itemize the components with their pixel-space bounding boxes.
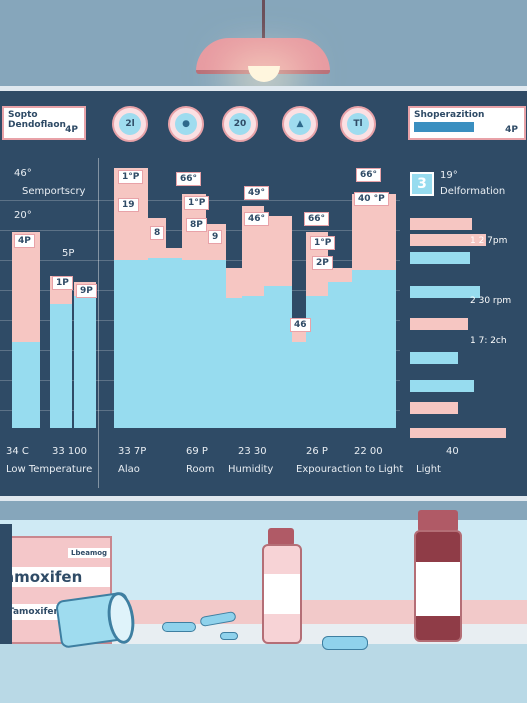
bar [292, 324, 306, 428]
deformation-sub: Delformation [440, 186, 506, 197]
category-label: Light [416, 464, 441, 475]
bar-tag: 2P [312, 256, 333, 270]
time-label: 1 7: 2ch [470, 336, 507, 346]
bar-tag: 66° [304, 212, 330, 226]
hbar [410, 252, 470, 264]
hbar [410, 218, 472, 230]
hbar [410, 428, 506, 438]
box-tag: Lbeamog [68, 548, 111, 558]
badge-text: 2l [119, 113, 141, 135]
bar-tag: 8 [150, 226, 165, 240]
bar-tag: 8P [186, 218, 207, 232]
left-axis-label: 20° [14, 210, 32, 221]
bar-tag: 1°P [184, 196, 210, 210]
bar-tag: 66° [176, 172, 202, 186]
top-left-label: Sopto Dendoflaon 4P [2, 106, 86, 140]
bar [226, 268, 242, 428]
hbar [410, 380, 474, 392]
axis-value: 69 P [186, 446, 208, 457]
bar-tag: 9P [76, 284, 97, 298]
badge-thermometer-icon: 2l [112, 106, 148, 142]
bar [352, 194, 396, 428]
bar [166, 248, 182, 428]
pill-icon [162, 622, 196, 632]
hbar [410, 234, 486, 246]
bar-tag: 40 °P [354, 192, 389, 206]
badge-droplet-icon: ● [168, 106, 204, 142]
left-axis-label: 5P [62, 248, 75, 259]
bottle-cap-icon [418, 510, 458, 532]
bar-tag: 1°P [310, 236, 336, 250]
hbar [410, 352, 458, 364]
floor [0, 644, 527, 703]
category-label: Alao [118, 464, 140, 475]
box-label: amoxifen [2, 567, 110, 587]
lamp-bulb-icon [248, 66, 280, 82]
left-title: Semportscry [22, 186, 86, 197]
left-axis-label: 46° [14, 168, 32, 179]
axis-value: 22 00 [354, 446, 383, 457]
bar-tag: 1°P [118, 170, 144, 184]
top-right-label-text: Shoperazition [414, 110, 485, 120]
hbar [410, 402, 458, 414]
bottle-label [264, 574, 300, 614]
bar-tag: 46° [244, 212, 270, 226]
axis-value: 34 C [6, 446, 29, 457]
badge-flame-icon: ▲ [282, 106, 318, 142]
bar [74, 282, 96, 428]
time-label: 2 30 rpm [470, 296, 512, 306]
axis-value: 40 [446, 446, 459, 457]
bar [264, 216, 292, 428]
bar [12, 232, 40, 428]
bar-tag: 9 [208, 230, 223, 244]
bottle-label [416, 562, 460, 616]
axis-value: 23 30 [238, 446, 267, 457]
droplet-icon: ● [175, 113, 197, 135]
bar-tag: 4P [14, 234, 35, 248]
bar [242, 206, 264, 428]
badge-gauge-icon: 20 [222, 106, 258, 142]
pill-icon [322, 636, 368, 650]
axis-value: 33 7P [118, 446, 147, 457]
category-label: Expouraction to Light [296, 464, 404, 475]
bottle-edge-icon [0, 524, 12, 644]
deformation-number: 3 [410, 172, 434, 196]
time-label: 1 2 7pm [470, 236, 508, 246]
top-left-label-value: 4P [65, 125, 78, 135]
bottle-cap-icon [268, 528, 294, 546]
bar [148, 218, 166, 428]
bar [328, 268, 352, 428]
bar-tag: 1P [52, 276, 73, 290]
bar-tag: 19 [118, 198, 139, 212]
badge-text: 20 [229, 113, 251, 135]
axis-value: 26 P [306, 446, 328, 457]
hbar [410, 318, 468, 330]
top-left-label-text: Sopto Dendoflaon [8, 110, 66, 130]
divider [98, 158, 99, 488]
bar [50, 276, 72, 428]
badge-light-icon: Tl [340, 106, 376, 142]
bar [206, 224, 226, 428]
top-right-label-value: 4P [505, 125, 518, 135]
badge-text: Tl [347, 113, 369, 135]
pill-icon [220, 632, 238, 640]
lamp-cord [262, 0, 265, 40]
flame-icon: ▲ [289, 113, 311, 135]
category-label: Low Temperature [6, 464, 93, 475]
bar-tag: 46 [290, 318, 311, 332]
category-label: Room [186, 464, 215, 475]
bar-tag: 66° [356, 168, 382, 182]
top-right-label-bar [414, 122, 474, 132]
bar-tag: 49° [244, 186, 270, 200]
hbar [410, 286, 480, 298]
deformation-title: 19° [440, 170, 458, 181]
axis-value: 33 100 [52, 446, 87, 457]
top-right-label: Shoperazition 4P [408, 106, 526, 140]
category-label: Humidity [228, 464, 274, 475]
